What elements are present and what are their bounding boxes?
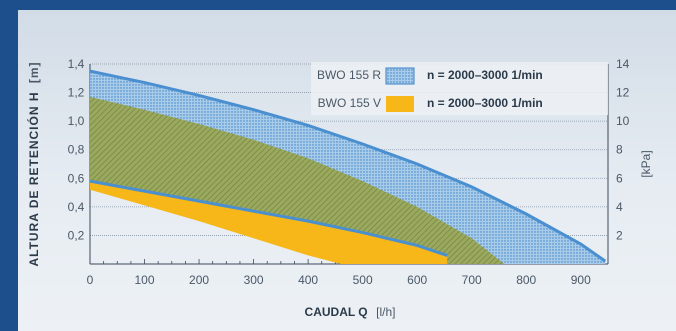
y2-ticks: 2 4 6 8 10 12 14 [616, 57, 630, 242]
y2-tick-label: 2 [616, 228, 623, 242]
legend-swatch-r [385, 67, 415, 85]
y-tick-label: 0,4 [68, 200, 85, 214]
legend-name-r: BWO 155 R [317, 68, 381, 82]
y2-tick-label: 4 [616, 200, 623, 214]
y-tick-label: 1,4 [68, 57, 85, 71]
y-tick-label: 0,6 [68, 171, 85, 185]
legend: BWO 155 R n = 2000–3000 1/min BWO 155 V … [311, 62, 608, 115]
legend-swatch-v [386, 96, 414, 112]
y2-axis-label: [kPa] [639, 150, 653, 177]
y2-tick-label: 12 [616, 86, 630, 100]
legend-name-v: BWO 155 V [318, 96, 381, 110]
y2-tick-label: 10 [616, 114, 630, 128]
x-tick-label: 0 [87, 273, 94, 287]
x-tick-label: 500 [353, 273, 373, 287]
x-tick-label: 600 [407, 273, 427, 287]
y-tick-label: 1,0 [68, 114, 85, 128]
band-bwo-155-r [90, 71, 606, 264]
x-axis-label: CAUDAL Q [l/h] [305, 303, 396, 320]
bands [90, 69, 607, 264]
curve-r-upper [90, 69, 607, 263]
legend-speed-v: n = 2000–3000 1/min [427, 96, 543, 110]
x-tick-label: 700 [462, 273, 482, 287]
x-tick-label: 200 [189, 273, 209, 287]
y2-tick-label: 6 [616, 171, 623, 185]
y-ticks: 0,2 0,4 0,6 0,8 1,0 1,2 1,4 [68, 57, 85, 242]
x-tick-label: 300 [244, 273, 264, 287]
curve-r-lower [90, 179, 448, 257]
x-tick-label: 100 [135, 273, 155, 287]
y2-tick-label: 8 [616, 143, 623, 157]
x-tick-label: 900 [571, 273, 591, 287]
legend-speed-r: n = 2000–3000 1/min [427, 68, 543, 82]
x-ticks: 0 100 200 300 400 500 600 700 800 900 [87, 273, 591, 287]
x-tick-label: 400 [298, 273, 318, 287]
y2-tick-label: 14 [616, 57, 630, 71]
x-tick-label: 800 [516, 273, 536, 287]
y-tick-label: 0,2 [68, 228, 85, 242]
y-axis-label: ALTURA DE RETENCIÓN H [m] [26, 61, 41, 266]
y-tick-label: 1,2 [68, 86, 85, 100]
y-tick-label: 0,8 [68, 143, 85, 157]
